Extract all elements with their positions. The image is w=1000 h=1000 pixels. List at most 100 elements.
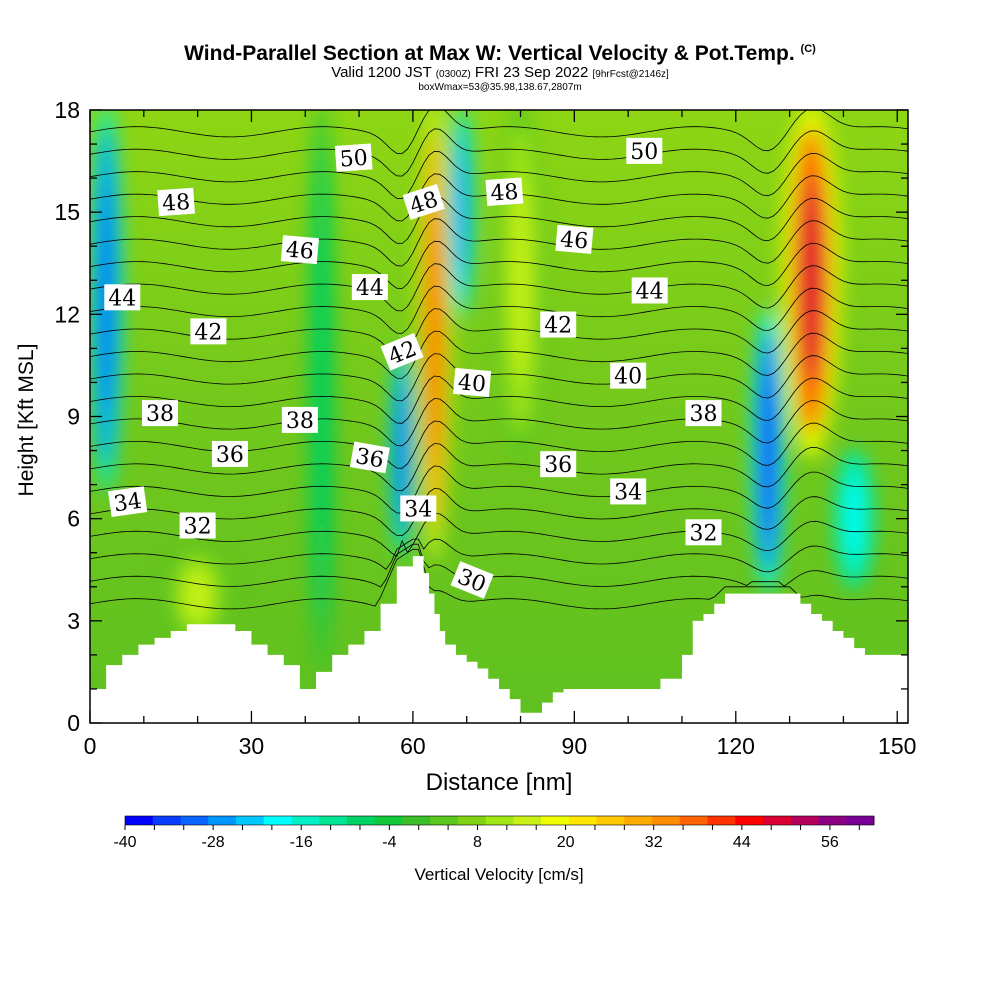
colorbar-tick-label: 44 [733,834,751,851]
isentrope-label-box [450,561,494,599]
colorbar-tick-label: 56 [821,834,839,851]
isentrope-line [90,128,908,177]
velocity-feature-core [800,178,822,383]
isentrope-line [90,538,908,573]
isentrope-label-text: 46 [285,237,315,264]
isentrope-label: 34 [610,478,647,505]
isentrope-label: 36 [211,440,248,468]
isentrope-label: 40 [453,367,492,398]
isentrope-label-text: 42 [194,320,222,345]
isentrope-label-text: 50 [339,146,369,173]
isentrope-line [90,263,908,312]
colorbar-swatch [735,816,764,825]
isentrope-label: 48 [485,177,524,207]
velocity-feature-core [456,150,466,274]
isentrope-line [90,353,908,402]
colorbar-tick-label: 8 [473,834,482,851]
chart-subtitle: Valid 1200 JST (0300Z) FRI 23 Sep 2022 [… [0,65,1000,82]
isentrope-label: 36 [540,451,577,478]
isentrope-line [90,375,908,424]
box-info-text: boxWmax=53@35.98,138.67,2807m [418,82,582,93]
isentrope-label-box [610,362,647,389]
isentrope-label-text: 44 [636,279,664,304]
isentrope-label-text: 40 [614,365,642,390]
y-tick-label: 12 [54,301,80,327]
isentrope-line [90,110,908,155]
isentrope-line [90,285,908,334]
y-tick-label: 18 [54,97,80,123]
colorbar-tick-label: -16 [290,834,313,851]
x-axis-label: Distance [nm] [426,769,573,796]
x-tick-label: 60 [400,733,426,759]
isentrope-line [90,195,908,244]
valid-time-text: Valid 1200 JST [331,64,432,81]
isentrope-label-text: 38 [690,402,718,427]
x-tick-label: 0 [84,733,97,759]
y-axis: 0 36 9 12 15 18 [54,97,908,736]
isentrope-label-box [334,143,373,172]
isentrope-line [90,150,908,200]
isentrope-label: 46 [280,235,319,265]
isentrope-label: 44 [104,284,141,311]
velocity-feature-core [762,368,774,533]
isentrope-label-text: 32 [184,514,212,539]
isentrope-label-box [485,177,524,206]
x-axis: 0 30 60 90 120 150 [84,110,916,759]
isentrope-label-text: 44 [356,276,384,301]
y-tick-label: 3 [67,608,80,634]
colorbar-swatch [291,816,320,825]
colorbar-tick-label: -28 [202,834,225,851]
forecast-info-text: [9hrFcst@2146z] [592,69,669,80]
y-tick-label: 0 [67,710,80,736]
chart-header: Wind-Parallel Section at Max W: Vertical… [0,38,1000,94]
colorbar-swatch [568,816,598,825]
isentrope-label: 42 [540,311,577,339]
y-tick-label: 15 [54,199,80,225]
colorbar-swatch [485,816,514,825]
colorbar-label: Vertical Velocity [cm/s] [414,865,583,884]
isentrope-label-box [631,277,668,304]
isentrope-label: 38 [281,406,318,434]
isentrope-line [90,543,908,588]
x-tick-label: 90 [562,733,588,759]
isentrope-label-text: 36 [544,453,572,478]
colorbar-tick-label: 20 [557,834,575,851]
isentrope-label: 34 [108,486,148,517]
isentrope-line [90,443,908,492]
isentrope-label-box [190,318,227,345]
colorbar-swatch [319,816,348,825]
isentrope-label: 50 [626,137,663,165]
isentrope-label: 32 [179,512,216,539]
colorbar-swatch [707,816,736,825]
isentrope-label: 32 [685,519,722,546]
isentrope-label-box [351,274,388,301]
x-tick-label: 150 [878,733,916,759]
isentrope-label: 34 [400,495,437,522]
colorbar-swatch [374,816,403,825]
isentrope-label: 46 [555,224,594,255]
chart-title-text: Wind-Parallel Section at Max W: Vertical… [184,42,795,65]
isentrope-label-box [179,512,216,539]
velocity-feature-core [397,389,407,512]
colorbar-swatch [235,816,265,825]
isentrope-label-box [453,367,492,397]
isentrope-label-text: 36 [216,443,244,468]
colorbar-swatch [846,816,875,825]
colorbar-swatch [180,816,209,825]
isentrope-label-text: 50 [630,140,658,165]
colorbar-swatch [402,816,431,825]
isentrope-label-box [402,184,445,220]
isentrope-line [90,548,908,610]
isentrope-label-text: 34 [614,480,642,505]
isentrope-label-box [555,224,594,254]
colorbar-swatch [263,816,292,825]
isentrope-label-box [281,406,318,433]
isentrope-label-text: 40 [457,370,487,397]
y-tick-label: 9 [67,404,80,430]
isentrope-label-box [280,235,319,265]
copyright-mark: (C) [800,43,816,55]
isentrope-label-box [400,495,437,522]
